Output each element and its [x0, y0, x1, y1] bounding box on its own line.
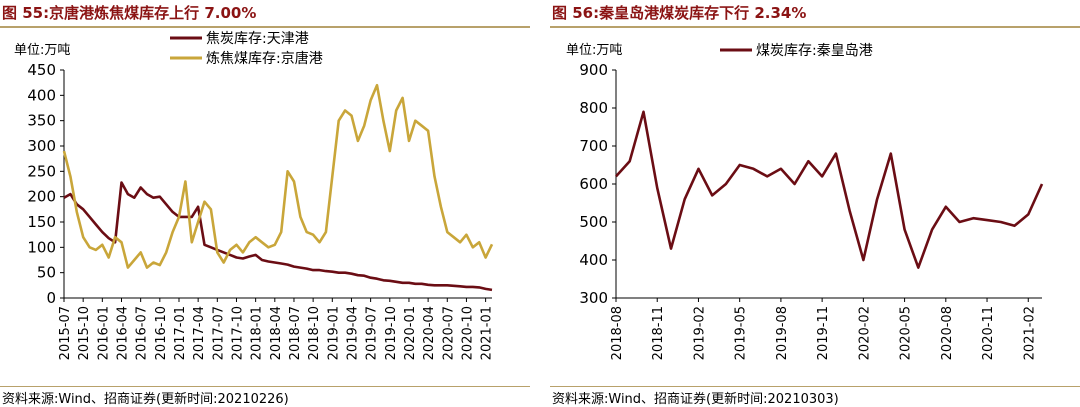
x-tick-label: 2018-01 [250, 306, 265, 360]
x-tick-label: 2019-11 [816, 306, 831, 360]
y-tick-label: 0 [46, 289, 56, 307]
x-tick-label: 2020-11 [981, 306, 996, 360]
y-tick-label: 350 [27, 112, 56, 130]
unit-label: 单位:万吨 [14, 43, 70, 58]
x-tick-label: 2015-07 [58, 306, 73, 360]
y-tick-label: 450 [27, 61, 56, 79]
x-tick-label: 2016-04 [115, 306, 130, 360]
title-divider [550, 26, 1080, 28]
footer-divider [550, 386, 1080, 387]
series-line-0 [615, 110, 1044, 269]
chart-qhd-coal-inventory: 单位:万吨 300 400 500 600 700 800 900 2018-08 2018-11… [566, 43, 1044, 360]
series-line-0 [63, 181, 493, 292]
x-tick-label: 2019-10 [384, 306, 399, 360]
legend-label: 焦炭库存:天津港 [206, 31, 309, 47]
title-divider [0, 26, 530, 28]
x-tick-label: 2021-01 [480, 306, 495, 360]
chart-coke-inventory: 单位:万吨 0 50 100 150 200 250 300 350 400 450 2015-07 2… [14, 31, 495, 360]
x-tick-label: 2021-02 [1022, 306, 1037, 360]
unit-label: 单位:万吨 [566, 43, 622, 58]
x-tick-label: 2020-05 [899, 306, 914, 360]
y-tick-label: 700 [579, 137, 608, 155]
y-tick-label: 300 [579, 289, 608, 307]
x-tick-label: 2019-02 [692, 306, 707, 360]
x-tick-label: 2018-11 [651, 306, 666, 360]
x-tick-label: 2017-01 [173, 306, 188, 360]
chart-title: 图 56:秦皇岛港煤炭库存下行 2.34% [552, 4, 807, 22]
y-tick-label: 900 [579, 61, 608, 79]
x-tick-label: 2020-04 [422, 306, 437, 360]
y-tick-label: 300 [27, 137, 56, 155]
series-line-1 [62, 83, 494, 269]
chart-panel-right: 图 56:秦皇岛港煤炭库存下行 2.34% 单位:万吨 300 400 500 600 7… [550, 0, 1080, 407]
y-tick-label: 400 [579, 251, 608, 269]
x-tick-label: 2019-01 [326, 306, 341, 360]
x-tick-label: 2016-01 [96, 306, 111, 360]
x-tick-label: 2018-10 [307, 306, 322, 360]
x-tick-label: 2020-08 [940, 306, 955, 360]
y-tick-label: 150 [27, 213, 56, 231]
legend-label: 炼焦煤库存:京唐港 [206, 50, 323, 67]
x-tick-label: 2017-04 [192, 306, 207, 360]
y-tick-label: 200 [27, 188, 56, 206]
x-tick-label: 2019-08 [775, 306, 790, 360]
x-tick-label: 2019-04 [345, 306, 360, 360]
x-tick-label: 2018-04 [269, 306, 284, 360]
x-tick-label: 2019-05 [734, 306, 749, 360]
x-tick-label: 2020-02 [857, 306, 872, 360]
x-tick-label: 2017-07 [211, 306, 226, 360]
x-tick-label: 2016-07 [135, 306, 150, 360]
chart-source: 资料来源:Wind、招商证券(更新时间:20210303) [552, 392, 839, 407]
chart-title: 图 55:京唐港炼焦煤库存上行 7.00% [2, 4, 257, 22]
y-tick-label: 800 [579, 99, 608, 117]
y-tick-label: 50 [37, 264, 56, 282]
x-tick-label: 2020-10 [460, 306, 475, 360]
x-tick-label: 2016-10 [154, 306, 169, 360]
x-tick-label: 2017-10 [230, 306, 245, 360]
x-tick-label: 2018-08 [610, 306, 625, 360]
x-tick-label: 2020-01 [403, 306, 418, 360]
chart-panel-left: 图 55:京唐港炼焦煤库存上行 7.00% 单位:万吨 0 50 100 150 200 2… [0, 0, 530, 407]
y-tick-label: 600 [579, 175, 608, 193]
x-tick-label: 2018-07 [288, 306, 303, 360]
x-tick-label: 2020-07 [441, 306, 456, 360]
legend-label: 煤炭库存:秦皇岛港 [756, 43, 873, 59]
x-tick-label: 2019-07 [365, 306, 380, 360]
y-tick-label: 250 [27, 162, 56, 180]
footer-divider [0, 386, 530, 387]
x-tick-label: 2015-10 [77, 306, 92, 360]
y-tick-label: 500 [579, 213, 608, 231]
chart-source: 资料来源:Wind、招商证券(更新时间:20210226) [2, 392, 289, 407]
y-tick-label: 100 [27, 238, 56, 256]
y-tick-label: 400 [27, 86, 56, 104]
